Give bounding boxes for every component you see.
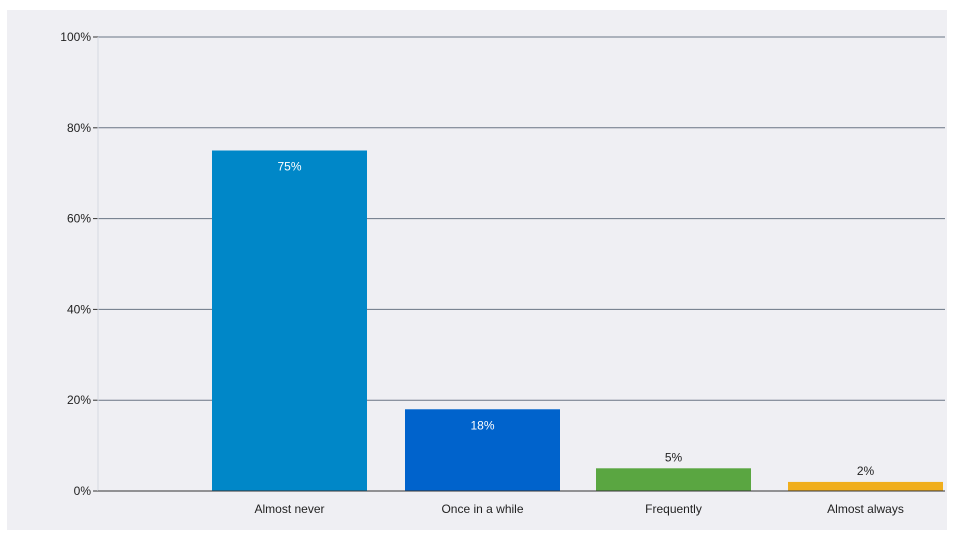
x-tick-label: Once in a while xyxy=(441,502,523,516)
y-tick-label: 80% xyxy=(67,121,91,135)
bar xyxy=(405,409,560,491)
bar xyxy=(596,468,751,491)
y-tick-label: 40% xyxy=(67,302,91,316)
y-tick-label: 0% xyxy=(74,484,92,498)
x-tick-label: Frequently xyxy=(645,502,702,516)
x-tick-label: Almost never xyxy=(254,502,324,516)
data-label: 75% xyxy=(277,160,301,174)
data-labels: 75% 18% 5% 2% xyxy=(277,160,874,478)
data-label: 18% xyxy=(470,418,494,432)
data-label: 5% xyxy=(665,450,683,464)
y-tick-label: 100% xyxy=(60,30,91,44)
y-axis-ticks: 0% 20% 40% 60% 80% 100% xyxy=(60,30,98,498)
bar xyxy=(788,481,943,491)
y-tick-label: 20% xyxy=(67,393,91,407)
x-tick-label: Almost always xyxy=(827,502,904,516)
data-label: 2% xyxy=(857,464,875,478)
bar xyxy=(212,150,367,491)
bars xyxy=(212,150,943,491)
y-tick-label: 60% xyxy=(67,212,91,226)
x-axis-labels: Almost never Once in a while Frequently Alm… xyxy=(254,502,903,516)
